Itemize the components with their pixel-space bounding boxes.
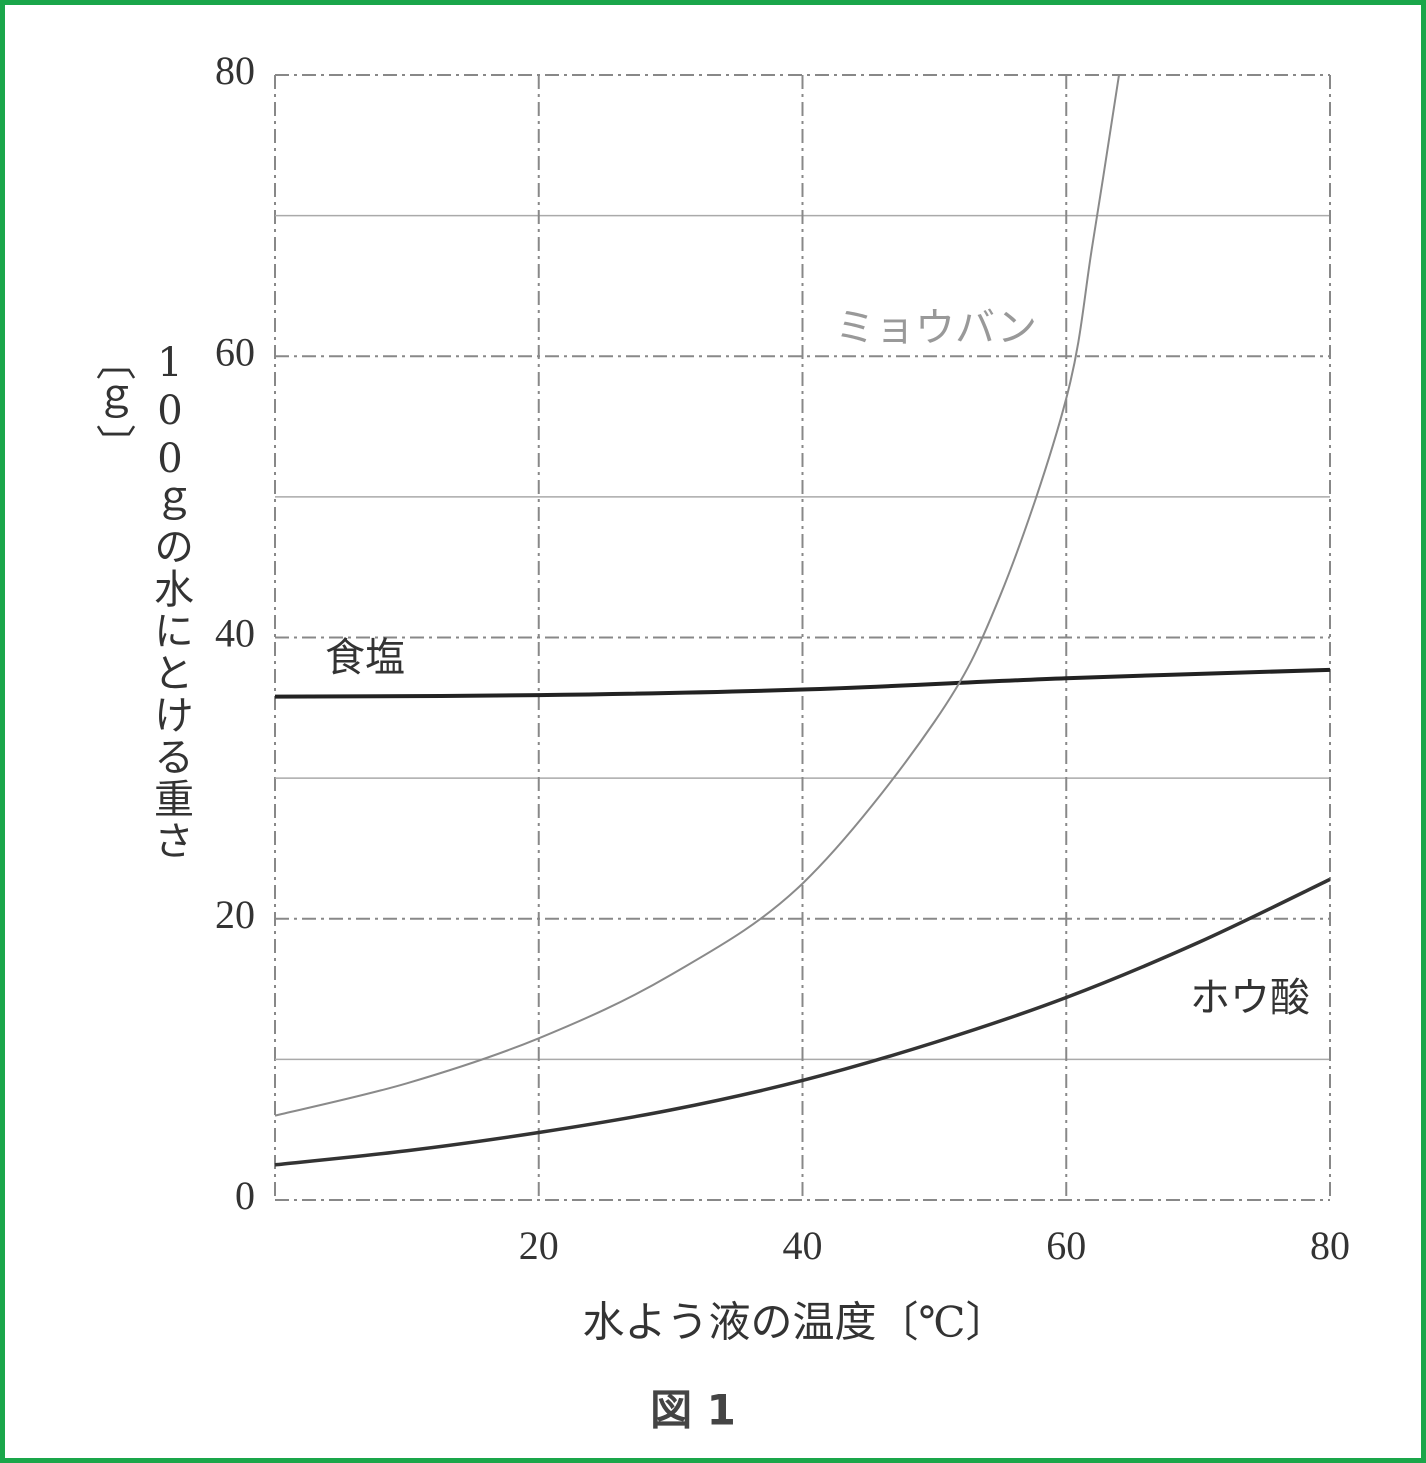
series-label: 食塩 [325, 635, 405, 681]
series-line [274, 74, 1120, 1117]
y-tick-label: 40 [215, 611, 255, 656]
chart: 水よう液の温度〔℃〕 図 1 0 20 40 60 80 20 40 60 80 食塩 ミョウバンホ… [215, 48, 1350, 1435]
series-label: ホウ酸 [1190, 975, 1310, 1021]
y-tick-label: 20 [215, 892, 255, 937]
series-line [274, 667, 1331, 699]
x-tick-label: 80 [1310, 1223, 1350, 1268]
x-tick-label: 40 [783, 1223, 823, 1268]
x-tick-label: 60 [1046, 1223, 1086, 1268]
caption: 図 1 [650, 1386, 736, 1435]
x-tick-label: 20 [519, 1223, 559, 1268]
series-label: ミョウバン [835, 305, 1037, 351]
y-tick-label: 60 [215, 329, 255, 374]
y-axis-label: 100ｇの水にとける重さ〔ｇ〕 [89, 340, 193, 862]
x-axis-label: 水よう液の温度〔℃〕 [583, 1301, 1008, 1347]
y-tick-label: 0 [235, 1173, 255, 1218]
series-line [274, 877, 1331, 1167]
y-tick-label: 80 [215, 48, 255, 93]
